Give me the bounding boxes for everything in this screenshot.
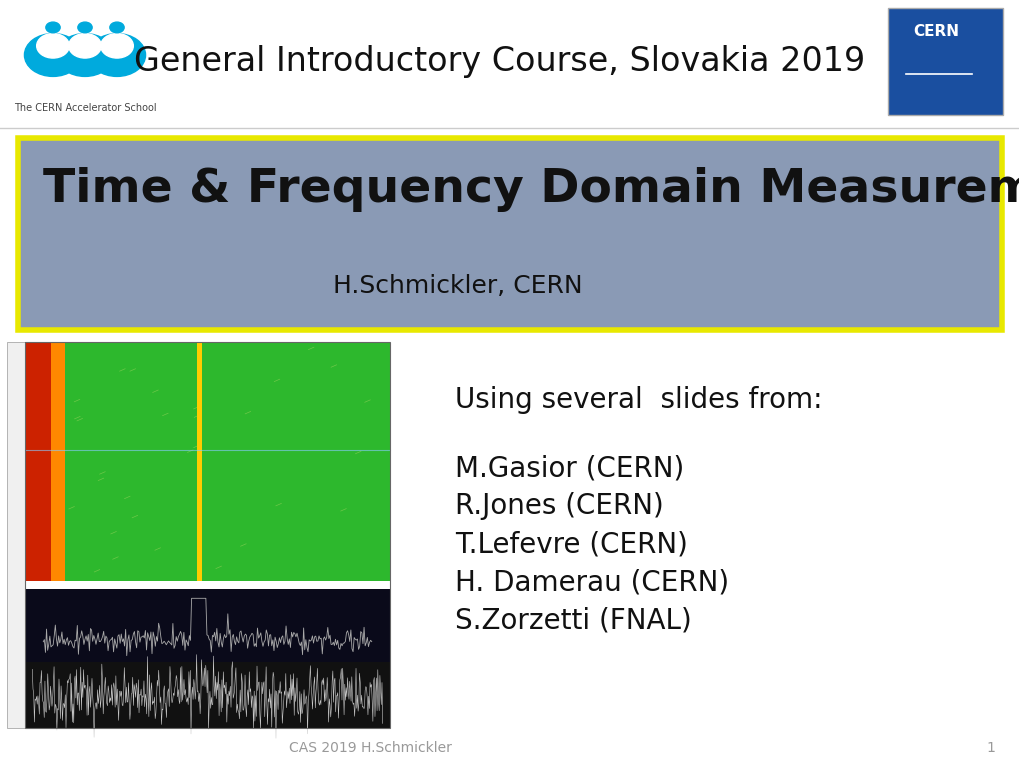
Text: T.Lefevre (CERN): T.Lefevre (CERN)	[454, 530, 687, 558]
Text: S.Zorzetti (FNAL): S.Zorzetti (FNAL)	[454, 606, 691, 634]
Text: M.Gasior (CERN): M.Gasior (CERN)	[454, 454, 684, 482]
Text: H.Schmickler, CERN: H.Schmickler, CERN	[332, 274, 582, 298]
FancyBboxPatch shape	[25, 589, 389, 666]
FancyBboxPatch shape	[25, 342, 51, 581]
Circle shape	[101, 34, 133, 58]
Circle shape	[89, 34, 146, 76]
FancyBboxPatch shape	[51, 342, 65, 581]
FancyBboxPatch shape	[197, 342, 202, 581]
Circle shape	[37, 34, 69, 58]
Text: CAS 2019 H.Schmickler: CAS 2019 H.Schmickler	[288, 741, 451, 755]
Text: General Introductory Course, Slovakia 2019: General Introductory Course, Slovakia 20…	[135, 45, 865, 79]
Circle shape	[77, 22, 92, 33]
Circle shape	[56, 34, 113, 76]
FancyBboxPatch shape	[25, 662, 389, 728]
Circle shape	[46, 22, 60, 33]
Text: 1: 1	[985, 741, 994, 755]
Text: CERN: CERN	[912, 24, 958, 39]
FancyBboxPatch shape	[25, 342, 389, 581]
FancyBboxPatch shape	[888, 8, 1002, 115]
Text: R.Jones (CERN): R.Jones (CERN)	[454, 492, 663, 520]
Circle shape	[24, 34, 82, 76]
FancyBboxPatch shape	[18, 138, 1001, 330]
Circle shape	[110, 22, 124, 33]
Circle shape	[68, 34, 101, 58]
Text: Time & Frequency Domain Measurements: Time & Frequency Domain Measurements	[44, 168, 1019, 213]
Text: H. Damerau (CERN): H. Damerau (CERN)	[454, 568, 729, 596]
FancyBboxPatch shape	[7, 342, 25, 728]
Text: Using several  slides from:: Using several slides from:	[454, 386, 821, 414]
Text: The CERN Accelerator School: The CERN Accelerator School	[13, 103, 156, 113]
